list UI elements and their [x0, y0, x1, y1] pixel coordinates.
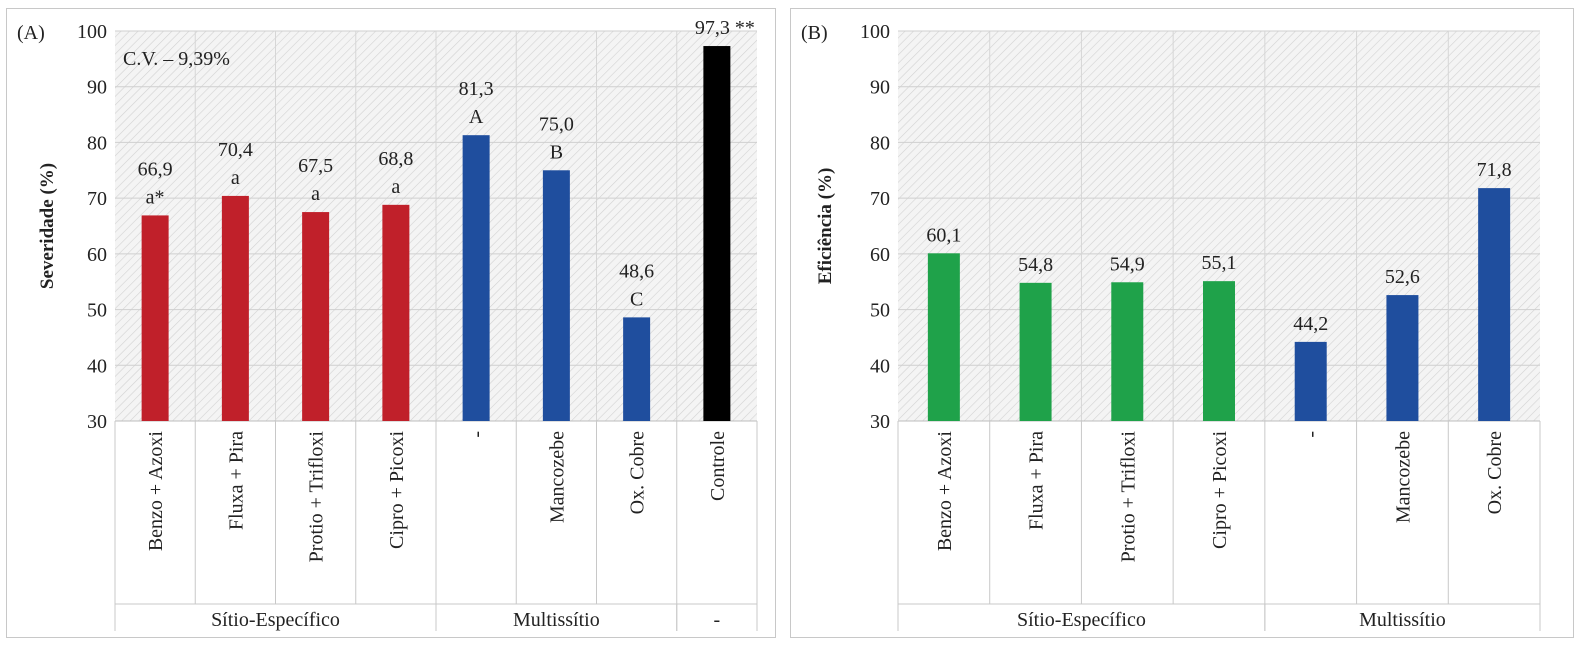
x-category-label: Controle — [707, 431, 729, 501]
x-category-label: Mancozebe — [546, 431, 568, 523]
x-category-label: Ox. Cobre — [627, 431, 649, 514]
data-label: 48,6 — [619, 260, 654, 282]
significance-letter: C — [630, 288, 643, 310]
x-category-label: Cipro + Picoxi — [1209, 431, 1231, 549]
bar — [382, 204, 410, 421]
group-label: - — [714, 609, 721, 631]
data-label: 52,6 — [1385, 266, 1420, 288]
group-label: Multissítio — [513, 609, 600, 631]
y-tick-label: 40 — [87, 355, 107, 377]
x-category-label: Benzo + Azoxi — [145, 431, 167, 552]
bar — [703, 46, 731, 422]
panel-label: (B) — [801, 22, 828, 44]
panel-label: (A) — [17, 22, 45, 44]
chart-panel-b: 30 40 50 60 70 80 90 100 60,1 Benzo + Azoxi 54,8 Fl… — [790, 8, 1574, 638]
y-tick-label: 80 — [870, 132, 890, 154]
y-tick-label: 50 — [870, 300, 890, 322]
x-category-label: Protio + Trifloxi — [306, 431, 328, 563]
chart-a-svg: 30 40 50 60 70 80 90 100 66,9 a* Benzo + Azoxi 70,4… — [17, 17, 758, 631]
significance-letter: a — [391, 176, 400, 198]
significance-letter: a — [311, 183, 320, 205]
y-axis-title: Severidade (%) — [37, 163, 58, 289]
y-tick-label: 90 — [87, 77, 107, 99]
data-label: 54,9 — [1110, 253, 1145, 275]
x-category-label: - — [466, 431, 488, 438]
x-category-label: Benzo + Azoxi — [934, 431, 956, 552]
y-tick-label: 40 — [870, 355, 890, 377]
significance-letter: a — [231, 167, 240, 189]
bar — [1478, 188, 1511, 421]
x-category-label: Fluxa + Pira — [225, 431, 247, 530]
data-label: 67,5 — [298, 155, 333, 177]
cv-annotation: C.V. – 9,39% — [123, 48, 230, 70]
data-label: 55,1 — [1202, 252, 1237, 274]
x-category-label: Cipro + Picoxi — [386, 431, 408, 549]
significance-letter: a* — [146, 186, 165, 208]
y-tick-label: 90 — [870, 77, 890, 99]
data-label: 44,2 — [1293, 313, 1328, 335]
data-label: 68,8 — [378, 148, 413, 170]
bar — [221, 195, 249, 421]
y-tick-label: 30 — [870, 411, 890, 433]
x-category-label: Ox. Cobre — [1484, 431, 1506, 514]
significance-letter: B — [550, 141, 563, 163]
data-label: 54,8 — [1018, 254, 1053, 276]
x-category-label: Fluxa + Pira — [1026, 431, 1048, 530]
y-tick-label: 60 — [87, 244, 107, 266]
bar — [542, 170, 570, 421]
y-tick-label: 100 — [77, 21, 107, 43]
data-label: 60,1 — [926, 224, 961, 246]
bar — [1019, 282, 1052, 421]
data-label: 71,8 — [1477, 159, 1512, 181]
bar — [462, 135, 490, 421]
significance-letter: A — [469, 106, 484, 128]
bar — [927, 253, 960, 421]
group-label: Sítio-Específico — [211, 609, 340, 631]
bar — [1386, 295, 1419, 421]
bar — [1203, 281, 1235, 421]
bar — [623, 317, 651, 421]
x-category-label: Protio + Trifloxi — [1117, 431, 1139, 563]
bar — [1111, 282, 1144, 421]
chart-panel-a: 30 40 50 60 70 80 90 100 66,9 a* Benzo + Azoxi 70,4… — [6, 8, 776, 638]
group-label: Multissítio — [1359, 609, 1446, 631]
y-tick-label: 100 — [860, 21, 890, 43]
data-label: 81,3 — [459, 78, 494, 100]
x-category-label: - — [1301, 431, 1323, 438]
y-tick-label: 70 — [87, 188, 107, 210]
y-axis-title: Eficiência (%) — [815, 168, 836, 285]
y-tick-label: 70 — [870, 188, 890, 210]
y-tick-label: 60 — [870, 244, 890, 266]
y-tick-label: 30 — [87, 411, 107, 433]
y-tick-label: 50 — [87, 300, 107, 322]
data-label: 66,9 — [138, 158, 173, 180]
data-label: 70,4 — [218, 139, 253, 161]
data-label: 97,3 ** — [695, 17, 755, 39]
x-category-label: Mancozebe — [1392, 431, 1414, 523]
group-label: Sítio-Específico — [1017, 609, 1146, 631]
bar — [141, 215, 169, 421]
data-label: 75,0 — [539, 113, 574, 135]
y-tick-label: 80 — [87, 132, 107, 154]
bar — [302, 212, 330, 421]
bar — [1294, 341, 1327, 421]
chart-b-svg: 30 40 50 60 70 80 90 100 60,1 Benzo + Azoxi 54,8 Fl… — [801, 21, 1541, 631]
